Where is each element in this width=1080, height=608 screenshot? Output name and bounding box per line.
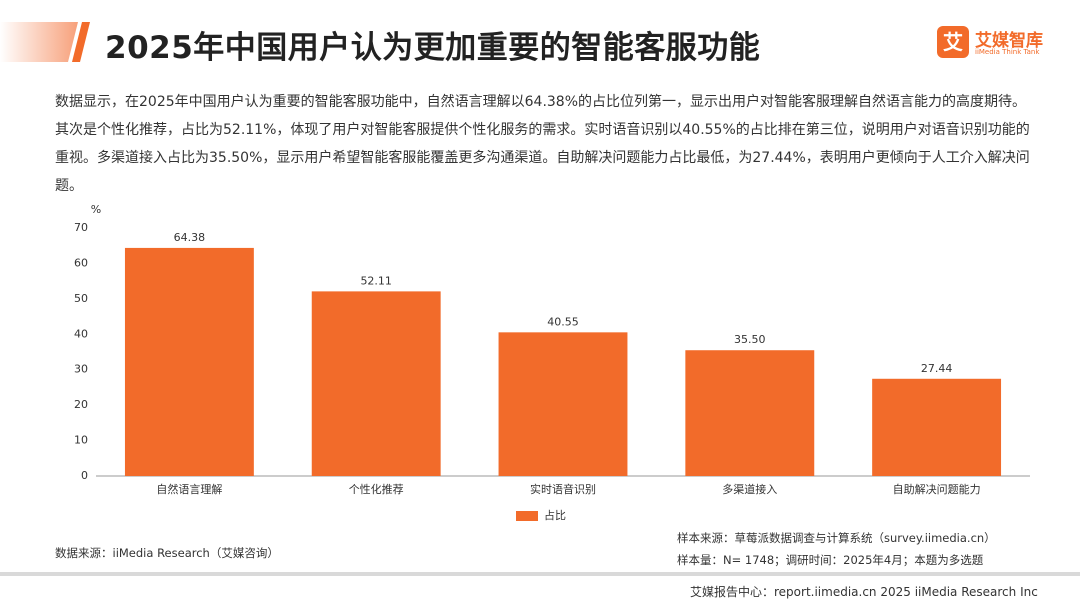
y-tick-label: 10 xyxy=(74,434,88,447)
footer-divider xyxy=(0,572,1080,576)
logo-subtext: iiMedia Think Tank xyxy=(975,48,1040,56)
y-tick-label: 60 xyxy=(74,256,88,269)
x-tick-label: 自助解决问题能力 xyxy=(893,482,981,496)
bar xyxy=(498,332,628,476)
description: 数据显示，在2025年中国用户认为重要的智能客服功能中，自然语言理解以64.38… xyxy=(55,94,1030,194)
logo-text: 艾媒智库 xyxy=(975,31,1043,51)
y-tick-label: 50 xyxy=(74,292,88,305)
value-label: 64.38 xyxy=(174,231,206,244)
bar xyxy=(685,350,815,476)
logo-icon: 艾 xyxy=(937,26,969,58)
value-label: 35.50 xyxy=(734,333,766,346)
x-tick-label: 个性化推荐 xyxy=(349,482,404,496)
legend-swatch xyxy=(516,511,538,521)
x-tick-label: 自然语言理解 xyxy=(156,482,222,496)
title: 2025年中国用户认为更加重要的智能客服功能 xyxy=(105,30,761,66)
sample-source: 样本来源：草莓派数据调查与计算系统（survey.iimedia.cn） xyxy=(677,531,996,545)
y-tick-label: 30 xyxy=(74,363,88,376)
legend-label: 占比 xyxy=(544,508,566,522)
y-tick-label: 20 xyxy=(74,398,88,411)
sample-size: 样本量：N= 1748；调研时间：2025年4月；本题为多选题 xyxy=(677,553,984,567)
x-tick-label: 实时语音识别 xyxy=(530,482,596,496)
value-label: 27.44 xyxy=(921,362,953,375)
bar xyxy=(872,378,1002,476)
source: 数据来源：iiMedia Research（艾媒咨询） xyxy=(55,546,279,560)
y-unit: % xyxy=(91,203,101,216)
chart: % 0 10 20 30 40 50 60 70 自然语言理解 个性化推荐 实时语音识别 多渠道接入 自… xyxy=(74,203,1030,522)
x-tick-label: 多渠道接入 xyxy=(722,482,777,496)
bar xyxy=(311,291,441,476)
footer: 艾媒报告中心：report.iimedia.cn 2025 iiMedia Re… xyxy=(690,585,1038,599)
y-tick-label: 40 xyxy=(74,327,88,340)
y-tick-label: 0 xyxy=(81,469,88,482)
value-label: 40.55 xyxy=(547,315,579,328)
bar xyxy=(124,247,254,476)
y-tick-label: 70 xyxy=(74,221,88,234)
title-decoration xyxy=(0,22,90,62)
value-label: 52.11 xyxy=(360,274,392,287)
